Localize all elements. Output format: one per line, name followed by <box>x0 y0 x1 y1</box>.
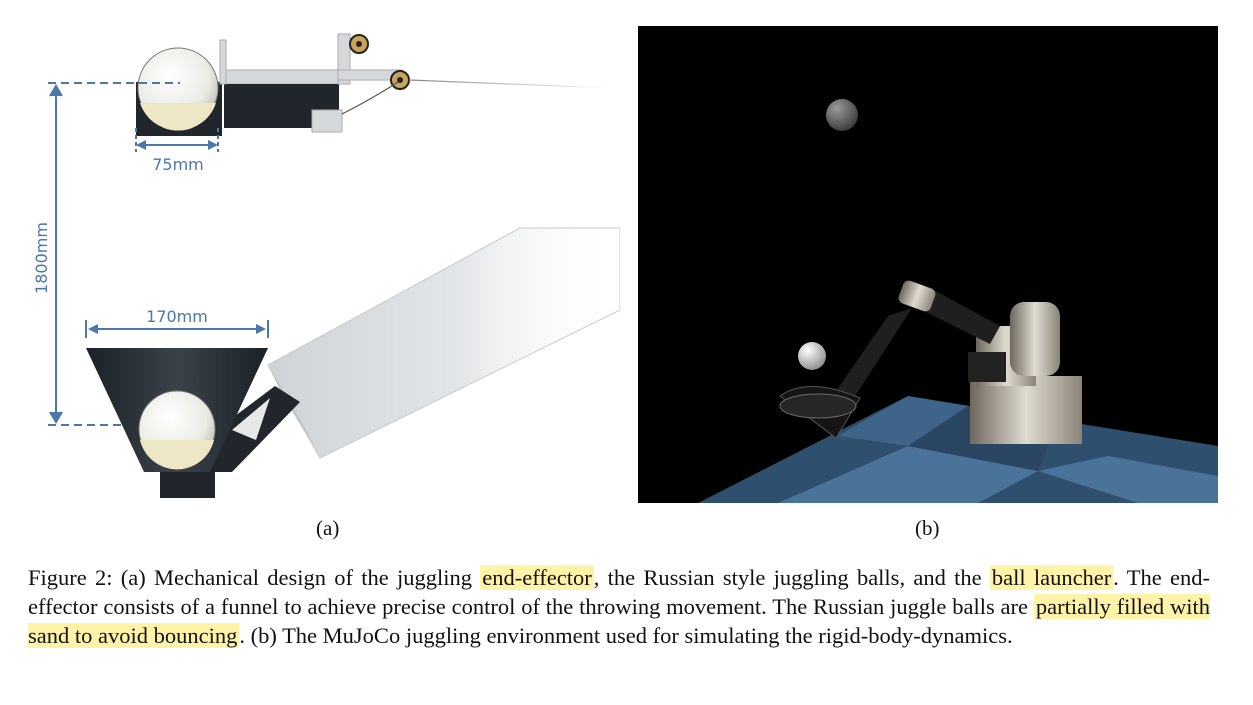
end-effector-assembly <box>136 33 611 136</box>
subfigure-label-a: (a) <box>316 516 340 540</box>
arm-bracket <box>311 109 343 133</box>
caption-text-4: . (b) The MuJoCo juggling environment us… <box>239 623 1013 648</box>
cable-lower <box>408 79 611 89</box>
figure-panel-a: 75mm 170mm 1800mm <box>20 10 621 510</box>
mujoco-environment-render <box>698 99 1218 503</box>
checker-floor <box>698 396 1218 503</box>
caption-text-3: . The end-effector consists of a funnel … <box>28 565 1210 619</box>
sand-fill-lower <box>140 440 214 470</box>
subfigure-label-b: (b) <box>915 516 940 540</box>
mechanical-design-drawing: 75mm 170mm 1800mm <box>32 33 621 498</box>
caption-text-2: , the Russian style juggling balls, and … <box>593 565 990 590</box>
arm-post <box>219 39 227 85</box>
ball-near-funnel <box>798 342 826 370</box>
robot-shoulder <box>1010 302 1060 376</box>
arm-plate <box>219 69 346 85</box>
robot-arm <box>779 280 1082 444</box>
caption-highlight-end-effector: end-effector <box>480 565 594 590</box>
robot-upper-arm <box>918 288 1000 344</box>
figure-panel-b <box>638 26 1218 503</box>
ball-in-air <box>826 99 858 131</box>
ball-launcher-assembly <box>86 227 621 498</box>
launcher-tube <box>267 227 621 459</box>
dimension-label-75mm: 75mm <box>152 155 204 174</box>
caption-text-1: Figure 2: (a) Mechanical design of the j… <box>28 565 481 590</box>
dimension-label-170mm: 170mm <box>146 307 208 326</box>
caption-highlight-ball-launcher: ball launcher <box>989 565 1114 590</box>
robot-forearm <box>834 308 912 404</box>
launcher-base <box>160 472 215 498</box>
figure-caption: Figure 2: (a) Mechanical design of the j… <box>28 563 1210 650</box>
robot-base <box>970 376 1082 444</box>
sand-fill-upper <box>140 103 216 131</box>
bracket-cutout <box>232 398 270 440</box>
robot-elbow <box>898 280 936 312</box>
dimension-label-1800mm: 1800mm <box>32 222 51 294</box>
